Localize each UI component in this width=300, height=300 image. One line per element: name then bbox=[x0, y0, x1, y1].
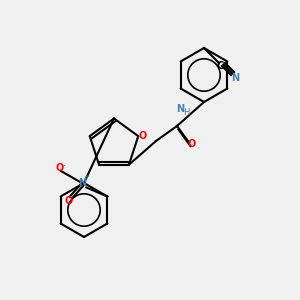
Text: N: N bbox=[176, 104, 184, 115]
Text: O: O bbox=[188, 139, 196, 149]
Text: O: O bbox=[64, 196, 73, 206]
Text: O: O bbox=[139, 131, 147, 141]
Text: C: C bbox=[217, 61, 224, 71]
Text: N: N bbox=[78, 178, 86, 188]
Text: +: + bbox=[83, 174, 89, 180]
Text: N: N bbox=[231, 73, 240, 83]
Text: O: O bbox=[55, 163, 64, 173]
Text: -: - bbox=[63, 162, 65, 168]
Text: H: H bbox=[183, 108, 189, 117]
